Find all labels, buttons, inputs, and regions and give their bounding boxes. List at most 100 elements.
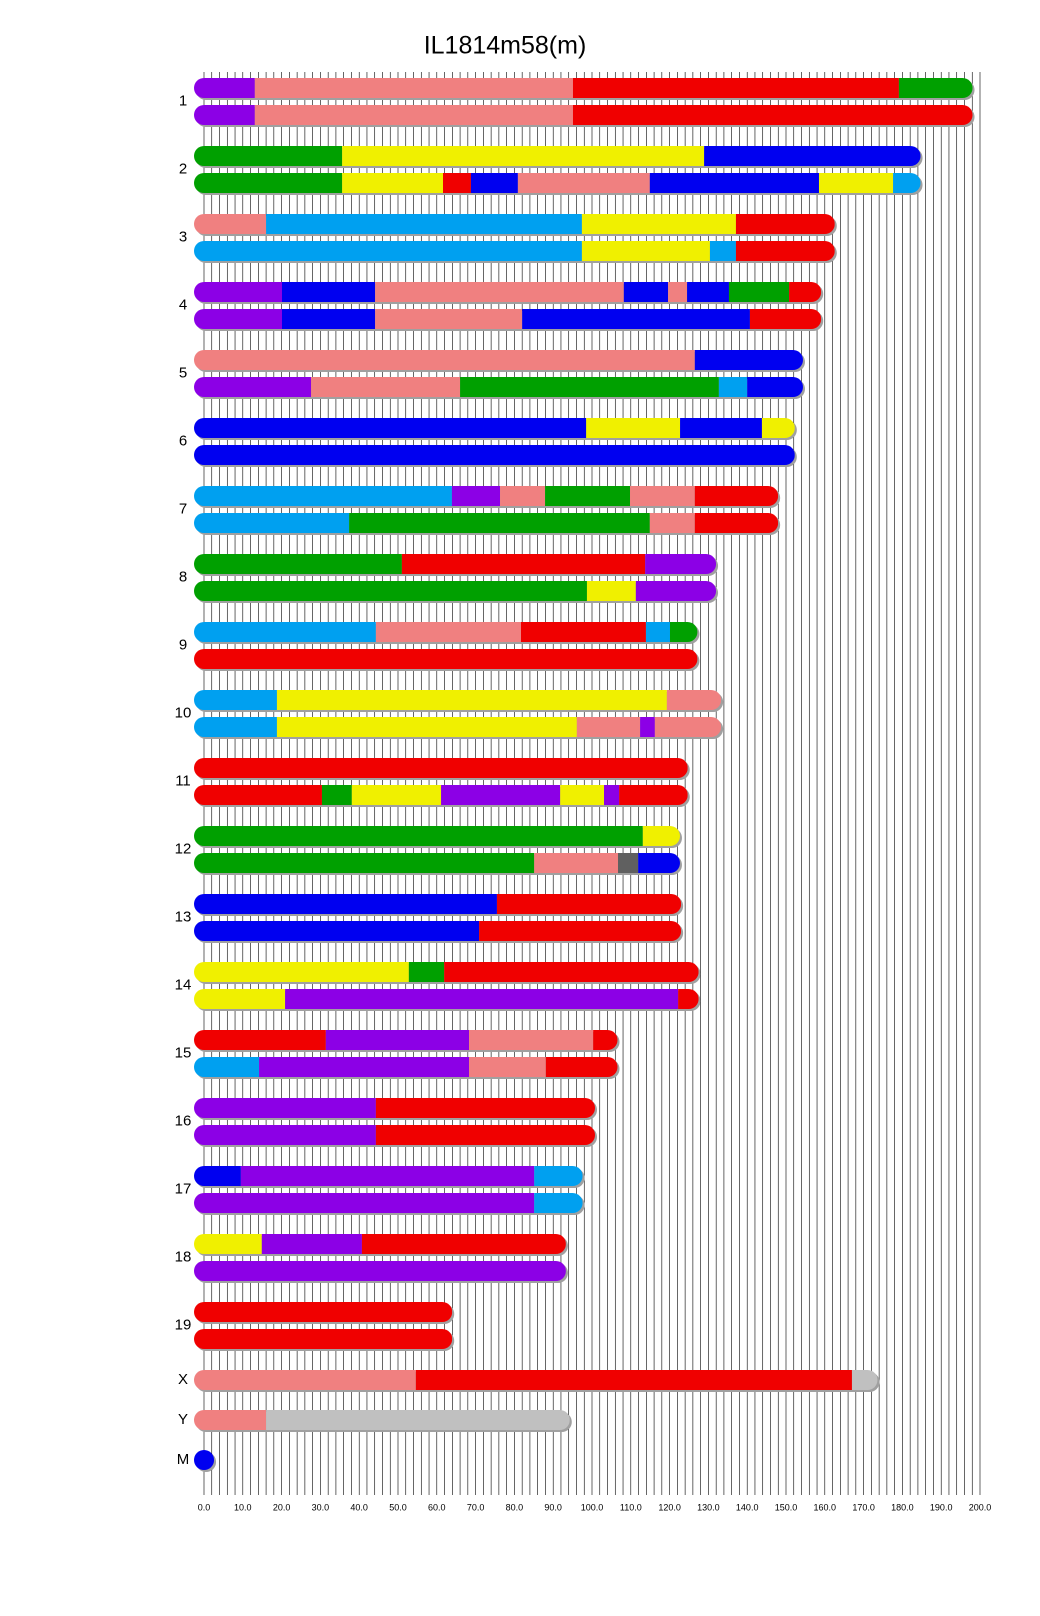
segment: [500, 486, 546, 506]
segment: [694, 486, 779, 506]
haplotype: [194, 513, 779, 533]
segment: [709, 241, 736, 261]
segment: [194, 513, 350, 533]
segment: [285, 989, 679, 1009]
x-tick-label: 120.0: [658, 1502, 681, 1512]
segment: [194, 785, 322, 805]
segment: [361, 1234, 566, 1254]
segment: [704, 146, 921, 166]
segment: [194, 853, 535, 873]
segment: [254, 105, 573, 125]
segment: [654, 717, 722, 737]
chromosome-label: 2: [179, 160, 187, 177]
segment: [678, 989, 699, 1009]
segment: [470, 173, 518, 193]
segment: [349, 513, 650, 533]
segment: [593, 1030, 618, 1050]
segment: [401, 554, 646, 574]
segment: [194, 1057, 260, 1077]
haplotype: [194, 1193, 583, 1213]
chart-title: IL1814m58(m): [424, 32, 587, 60]
chromosome-label: 5: [179, 364, 187, 381]
segment: [496, 894, 682, 914]
segment: [194, 105, 255, 125]
haplotype: [194, 921, 682, 941]
segment: [375, 1125, 596, 1145]
segment: [560, 785, 605, 805]
segment: [687, 282, 729, 302]
segment: [617, 853, 639, 873]
segment: [325, 1030, 470, 1050]
segment: [517, 173, 650, 193]
segment: [194, 1125, 376, 1145]
segment: [469, 1030, 594, 1050]
chromosome-label: 9: [179, 636, 187, 653]
chromosome-label: 8: [179, 568, 187, 585]
segment: [443, 173, 471, 193]
haplotype: [194, 826, 680, 846]
segment: [645, 554, 717, 574]
segment: [441, 785, 561, 805]
segment: [194, 690, 277, 710]
segment: [281, 282, 376, 302]
segment: [586, 581, 636, 601]
segment: [276, 717, 577, 737]
chromosome-label: 10: [175, 704, 192, 721]
chromosome-label: 4: [179, 296, 187, 313]
chromosome-label: 11: [175, 772, 191, 789]
segment: [194, 241, 582, 261]
segment: [194, 962, 409, 982]
segment: [408, 962, 445, 982]
haplotype: [194, 622, 698, 642]
segment: [194, 1450, 215, 1470]
x-tick-label: 180.0: [891, 1502, 914, 1512]
segment: [520, 622, 646, 642]
segment: [266, 214, 582, 234]
chromosome-label: M: [177, 1451, 190, 1468]
haplotype: [194, 282, 822, 302]
segment: [194, 826, 643, 846]
segment: [194, 758, 688, 778]
segment: [545, 486, 631, 506]
segment: [375, 1098, 596, 1118]
segment: [311, 377, 461, 397]
x-tick-label: 10.0: [234, 1502, 252, 1512]
haplotype: [194, 1410, 570, 1430]
segment: [194, 1329, 453, 1349]
segment: [818, 173, 894, 193]
x-tick-label: 80.0: [506, 1502, 524, 1512]
segment: [444, 962, 699, 982]
segment: [194, 486, 452, 506]
segment: [586, 418, 681, 438]
segment: [194, 350, 695, 370]
chromosome-label: 18: [175, 1248, 192, 1265]
segment: [342, 173, 444, 193]
segment: [666, 690, 722, 710]
haplotype: [194, 853, 680, 873]
segment: [194, 1261, 566, 1281]
segment: [194, 1370, 416, 1390]
segment: [851, 1370, 878, 1390]
haplotype: [194, 1125, 596, 1145]
x-tick-label: 170.0: [852, 1502, 875, 1512]
segment: [747, 377, 803, 397]
segment: [680, 418, 762, 438]
segment: [266, 1410, 570, 1430]
segment: [194, 717, 277, 737]
haplotype: [194, 418, 795, 438]
segment: [194, 1234, 262, 1254]
segment: [638, 853, 680, 873]
segment: [728, 282, 790, 302]
x-tick-label: 60.0: [428, 1502, 446, 1512]
segment: [576, 717, 641, 737]
segment: [194, 581, 587, 601]
chromosome-label: Y: [178, 1411, 188, 1428]
haplotype: [194, 445, 795, 465]
segment: [194, 1302, 453, 1322]
segment: [619, 785, 688, 805]
segment: [749, 309, 822, 329]
haplotype: [194, 785, 688, 805]
haplotype: [194, 1098, 596, 1118]
